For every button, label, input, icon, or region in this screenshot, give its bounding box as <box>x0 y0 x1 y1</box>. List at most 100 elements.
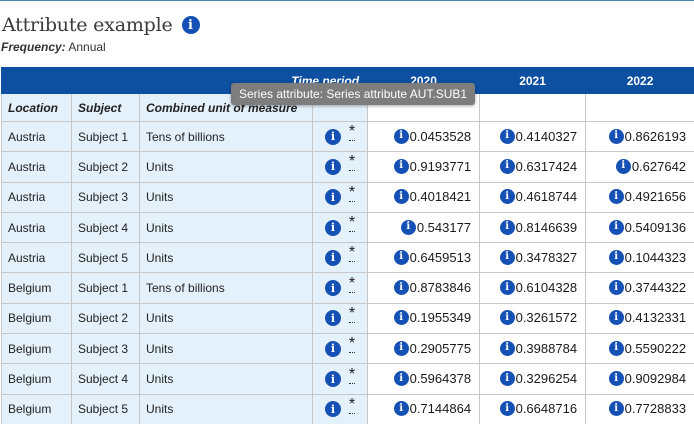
observation-value: 0.8783846 <box>409 280 472 296</box>
observation-info-icon[interactable]: i <box>499 249 515 265</box>
observation-info-icon[interactable]: i <box>608 249 624 265</box>
series-info-icon[interactable]: i <box>324 158 341 175</box>
series-attribute-tooltip: Series attribute: Series attribute AUT.S… <box>231 83 476 105</box>
observation-info-icon[interactable]: i <box>608 128 624 144</box>
observation-info-icon[interactable]: i <box>608 189 624 205</box>
location-cell: Austria <box>1 242 72 274</box>
observation-info-icon[interactable]: i <box>499 280 515 296</box>
observation-value: 0.5409136 <box>624 219 687 235</box>
observation-flag[interactable]: * <box>348 395 356 414</box>
observation-flag[interactable]: * <box>348 304 356 323</box>
value-cell: i 0.2905775 <box>367 333 481 365</box>
table-row: Belgium Subject 2 Units i * i 0.1955349 i 0.3261… <box>1 302 694 335</box>
subject-cell: Subject 3 <box>71 333 140 365</box>
observation-info-icon[interactable]: i <box>608 401 624 417</box>
observation-info-icon[interactable]: i <box>499 158 515 174</box>
observation-info-icon[interactable]: i <box>608 340 624 356</box>
value-cell: i 0.4018421 <box>367 181 481 213</box>
title-info-icon[interactable]: i <box>181 16 200 34</box>
subject-cell: Subject 1 <box>71 120 140 153</box>
observation-info-icon[interactable]: i <box>608 219 624 235</box>
observation-info-icon[interactable]: i <box>608 280 624 296</box>
series-info-icon[interactable]: i <box>324 249 341 266</box>
series-info-icon[interactable]: i <box>324 371 341 388</box>
observation-flag[interactable]: * <box>348 123 356 142</box>
observation-flag[interactable]: * <box>348 214 356 233</box>
frequency-line: Frequency: Annual <box>1 40 106 54</box>
observation-info-icon[interactable]: i <box>499 189 515 205</box>
series-info-icon[interactable]: i <box>324 310 341 327</box>
series-info-icon[interactable]: i <box>324 189 341 206</box>
observation-info-icon[interactable]: i <box>499 371 515 387</box>
unit-cell: Tens of billions <box>139 272 313 304</box>
unit-cell: Units <box>139 151 313 183</box>
series-attribute-cell: i * <box>311 363 369 395</box>
observation-info-icon[interactable]: i <box>393 189 409 205</box>
subject-cell: Subject 4 <box>71 363 140 395</box>
series-attribute-cell: i * <box>311 242 369 274</box>
observation-info-icon[interactable]: i <box>393 128 409 144</box>
value-cell: i 0.7144864 <box>367 393 481 424</box>
observation-flag[interactable]: * <box>348 274 356 293</box>
observation-value: 0.8146639 <box>515 219 578 235</box>
year-header[interactable]: 2022 <box>585 67 694 94</box>
observation-info-icon[interactable]: i <box>499 219 515 235</box>
observation-flag[interactable]: * <box>348 365 356 384</box>
top-divider <box>0 0 694 1</box>
table-row: Belgium Subject 5 Units i * i 0.7144864 i 0.6648… <box>1 393 694 424</box>
observation-info-icon[interactable]: i <box>615 158 631 174</box>
location-column-header: Location <box>1 93 72 122</box>
value-cell: i 0.7728833 <box>585 393 694 424</box>
observation-flag[interactable]: * <box>348 335 356 354</box>
observation-info-icon[interactable]: i <box>499 128 515 144</box>
location-cell: Austria <box>1 181 72 213</box>
series-attribute-cell: i * <box>311 393 369 424</box>
observation-info-icon[interactable]: i <box>393 249 409 265</box>
observation-value: 0.6104328 <box>515 280 578 296</box>
value-cell: i 0.9092984 <box>585 363 694 395</box>
observation-info-icon[interactable]: i <box>608 310 624 326</box>
observation-info-icon[interactable]: i <box>393 310 409 326</box>
observation-value: 0.5590222 <box>624 340 687 356</box>
observation-flag[interactable]: * <box>348 153 356 172</box>
observation-info-icon[interactable]: i <box>400 219 416 235</box>
observation-info-icon[interactable]: i <box>499 401 515 417</box>
observation-value: 0.9193771 <box>409 158 472 174</box>
observation-value: 0.3261572 <box>515 310 578 326</box>
year-header[interactable]: 2021 <box>479 67 587 94</box>
observation-info-icon[interactable]: i <box>393 340 409 356</box>
value-cell: i 0.4140327 <box>479 120 587 153</box>
series-info-icon[interactable]: i <box>324 340 341 357</box>
observation-info-icon[interactable]: i <box>393 401 409 417</box>
observation-info-icon[interactable]: i <box>393 280 409 296</box>
value-cell: i 0.8146639 <box>479 211 587 244</box>
series-info-icon[interactable]: i <box>324 128 341 145</box>
title-row: Attribute example i <box>2 13 200 37</box>
observation-info-icon[interactable]: i <box>393 158 409 174</box>
value-cell: i 0.1955349 <box>367 302 481 335</box>
unit-cell: Tens of billions <box>139 120 313 153</box>
observation-info-icon[interactable]: i <box>393 371 409 387</box>
location-cell: Austria <box>1 151 72 183</box>
value-cell: i 0.3478327 <box>479 242 587 274</box>
series-info-icon[interactable]: i <box>324 401 341 418</box>
observation-info-icon[interactable]: i <box>499 310 515 326</box>
subject-cell: Subject 2 <box>71 302 140 335</box>
value-cell: i 0.3988784 <box>479 333 587 365</box>
observation-flag[interactable]: * <box>348 183 356 202</box>
observation-info-icon[interactable]: i <box>608 371 624 387</box>
frequency-value: Annual <box>68 40 106 54</box>
series-attribute-cell: i * <box>311 272 369 304</box>
data-table: Time period 2020 2021 2022 Location Subj… <box>0 67 694 424</box>
observation-value: 0.1044323 <box>624 249 687 265</box>
subject-cell: Subject 2 <box>71 151 140 183</box>
series-info-icon[interactable]: i <box>324 219 341 236</box>
value-cell: i 0.4618744 <box>479 181 587 213</box>
observation-flag[interactable]: * <box>348 244 356 263</box>
series-info-icon[interactable]: i <box>324 280 341 297</box>
table-row: Belgium Subject 4 Units i * i 0.5964378 i 0.3296… <box>1 363 694 395</box>
subject-cell: Subject 5 <box>71 242 140 274</box>
table-row: Austria Subject 3 Units i * i 0.4018421 i 0.4618… <box>1 181 694 213</box>
observation-value: 0.3988784 <box>515 340 578 356</box>
observation-info-icon[interactable]: i <box>499 340 515 356</box>
